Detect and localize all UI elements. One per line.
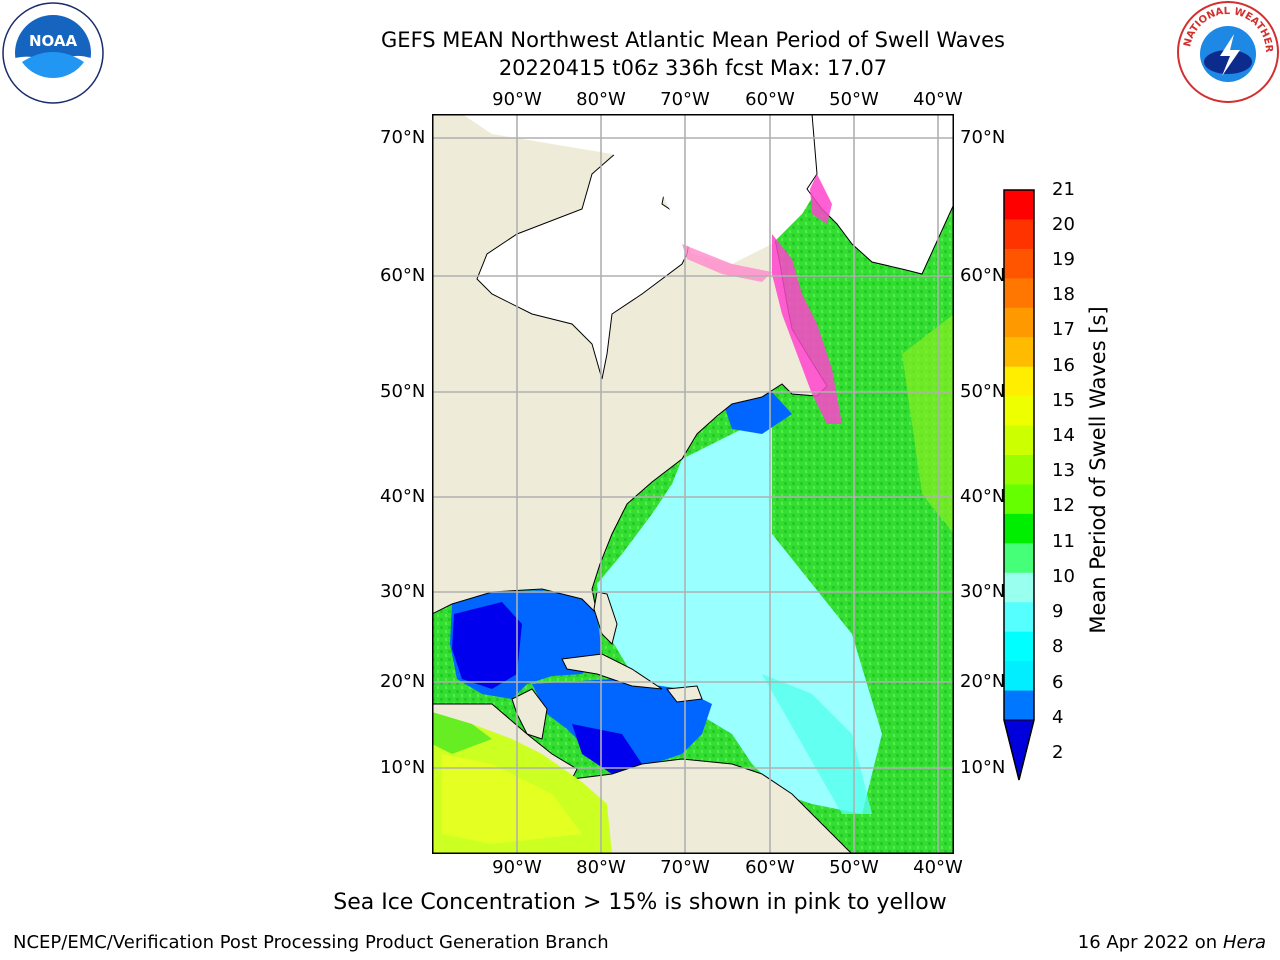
colorbar-tick-label: 17 <box>1052 319 1075 340</box>
lon-label: 60°W <box>745 89 795 110</box>
colorbar-tick-label: 2 <box>1052 742 1064 763</box>
colorbar-tick-label: 21 <box>1052 179 1075 200</box>
sea-ice-labrador <box>772 234 842 424</box>
footer-date-text: 16 Apr 2022 on <box>1077 932 1218 953</box>
lat-label: 20°N <box>960 671 1006 692</box>
colorbar-segment <box>1004 631 1034 662</box>
lon-label: 80°W <box>576 857 626 878</box>
lat-label: 60°N <box>960 265 1006 286</box>
map-gridlines <box>432 114 954 854</box>
lat-label: 50°N <box>960 381 1006 402</box>
colorbar-segment <box>1004 307 1034 338</box>
colorbar-tick-label: 12 <box>1052 495 1075 516</box>
sea-ice-note: Sea Ice Concentration > 15% is shown in … <box>333 890 947 915</box>
lat-label: 30°N <box>380 581 426 602</box>
colorbar-tick-label: 8 <box>1052 636 1064 657</box>
colorbar-segment <box>1004 248 1034 279</box>
map-subtitle: 20220415 t06z 336h fcst Max: 17.07 <box>498 56 888 80</box>
colorbar-tick-label: 16 <box>1052 355 1075 376</box>
land-florida <box>593 591 618 645</box>
footer-credit: NCEP/EMC/Verification Post Processing Pr… <box>13 932 609 953</box>
colorbar-tick-label: 18 <box>1052 284 1075 305</box>
colorbar-label: Mean Period of Swell Waves [s] <box>1086 306 1110 634</box>
colorbar-segment <box>1004 572 1034 603</box>
pacific-green-strip <box>432 712 492 754</box>
lat-label: 70°N <box>960 127 1006 148</box>
colorbar-segment <box>1004 396 1034 427</box>
ocean-cyan-2 <box>762 674 872 814</box>
colorbar <box>1003 189 1035 781</box>
colorbar-segment <box>1004 337 1034 368</box>
lat-label: 20°N <box>380 671 426 692</box>
noaa-logo: NOAA <box>2 2 104 104</box>
colorbar-segment <box>1004 661 1034 692</box>
map-canvas <box>432 114 954 854</box>
colorbar-tick-label: 6 <box>1052 672 1064 693</box>
nws-logo: NATIONAL WEATHER SERVICE <box>1176 0 1279 103</box>
caribbean-sea <box>532 679 712 769</box>
land-greenland <box>806 114 954 275</box>
colorbar-tick-label: 20 <box>1052 214 1075 235</box>
colorbar-segment <box>1004 455 1034 485</box>
gulf-deep <box>452 602 522 689</box>
map-panel <box>432 114 954 854</box>
colorbar-segment <box>1004 602 1034 633</box>
colorbar-segment <box>1004 219 1034 250</box>
colorbar-segment <box>1004 513 1034 544</box>
lat-label: 10°N <box>380 757 426 778</box>
colorbar-tick-label: 13 <box>1052 460 1075 481</box>
map-title: GEFS MEAN Northwest Atlantic Mean Period… <box>381 28 1005 52</box>
lat-label: 70°N <box>380 127 426 148</box>
colorbar-tick-label: 9 <box>1052 601 1064 622</box>
sea-ice-hudson <box>682 244 772 282</box>
colorbar-extend-arrow <box>1003 719 1035 781</box>
map-border <box>432 114 954 854</box>
lon-label: 40°W <box>913 857 963 878</box>
lat-label: 60°N <box>380 265 426 286</box>
footer-host: Hera <box>1222 932 1266 953</box>
footer-date: 16 Apr 2022 on Hera <box>1078 932 1266 953</box>
land-cuba <box>561 653 663 690</box>
colorbar-segment <box>1004 278 1034 309</box>
colorbar-segment <box>1004 543 1034 574</box>
lat-label: 50°N <box>380 381 426 402</box>
colorbar-tick-label: 4 <box>1052 707 1064 728</box>
lon-label: 50°W <box>829 89 879 110</box>
lon-label: 90°W <box>492 89 542 110</box>
colorbar-segment <box>1004 190 1034 220</box>
colorbar-tick-label: 10 <box>1052 566 1075 587</box>
lon-label: 50°W <box>829 857 879 878</box>
lon-label: 70°W <box>660 89 710 110</box>
colorbar-segment <box>1004 425 1034 456</box>
pacific-yellow-light <box>442 754 582 844</box>
sea-ice-greenland <box>810 174 832 224</box>
caribbean-deep <box>572 724 642 774</box>
colorbar-tick-label: 14 <box>1052 425 1075 446</box>
lon-label: 60°W <box>745 857 795 878</box>
lon-label: 70°W <box>660 857 710 878</box>
ocean-yellowgreen <box>902 314 954 534</box>
lat-label: 10°N <box>960 757 1006 778</box>
colorbar-tick-label: 15 <box>1052 390 1075 411</box>
colorbar-segment <box>1004 484 1034 515</box>
lat-label: 40°N <box>960 486 1006 507</box>
lat-label: 30°N <box>960 581 1006 602</box>
colorbar-segment <box>1004 690 1034 721</box>
lon-label: 90°W <box>492 857 542 878</box>
colorbar-tick-label: 19 <box>1052 249 1075 270</box>
lon-label: 80°W <box>576 89 626 110</box>
noaa-logo-text: NOAA <box>29 32 78 50</box>
lon-label: 40°W <box>913 89 963 110</box>
colorbar-tick-label: 11 <box>1052 531 1075 552</box>
colorbar-frame <box>1003 189 1035 781</box>
colorbar-segment <box>1004 366 1034 397</box>
lat-label: 40°N <box>380 486 426 507</box>
arctic-white <box>462 114 832 264</box>
